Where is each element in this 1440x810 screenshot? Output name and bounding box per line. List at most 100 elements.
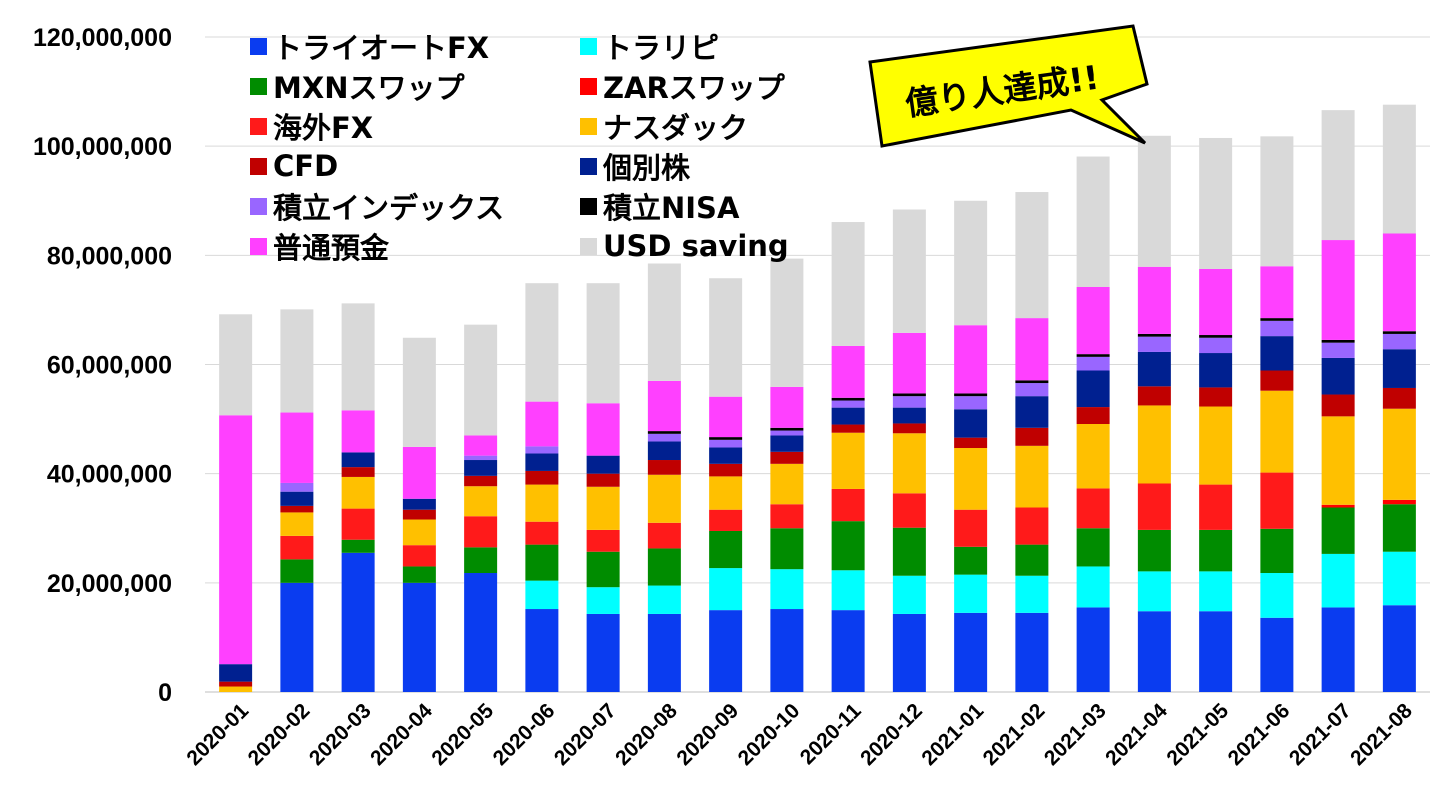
bar-segment (709, 610, 743, 692)
bar-segment (219, 664, 253, 682)
bar-segment (831, 424, 865, 433)
bar-segment (770, 463, 804, 505)
legend-item: 積立インデックス (250, 186, 504, 226)
bar-segment (280, 491, 314, 506)
bar-segment (1260, 390, 1294, 473)
bar-segment (219, 314, 253, 416)
legend-label: ナスダック (603, 111, 749, 145)
legend-item: 個別株 (580, 146, 690, 186)
bar-segment (954, 393, 988, 397)
bar-segment (525, 521, 559, 545)
bar-segment (892, 433, 926, 494)
legend-label: ZARスワップ (603, 71, 785, 105)
bar-segment (770, 258, 804, 387)
bar-segment (341, 552, 375, 692)
bar-segment (954, 546, 988, 575)
bar-segment (647, 433, 681, 442)
legend-swatch (250, 37, 267, 55)
bar-segment (1382, 233, 1416, 332)
bar-segment (1260, 136, 1294, 267)
bar-segment (1382, 349, 1416, 388)
bar-segment (525, 470, 559, 485)
bar-segment (709, 463, 743, 477)
bar-segment (1199, 484, 1233, 530)
bar-segment (525, 401, 559, 447)
bar-segment (1137, 386, 1171, 406)
bar-segment (341, 476, 375, 509)
bar-segment (954, 200, 988, 326)
x-tick-label: 2021-02 (979, 699, 1050, 770)
bar-segment (647, 441, 681, 461)
legend-swatch (580, 197, 597, 215)
x-tick-label: 2020-06 (489, 699, 560, 770)
x-tick-label: 2020-08 (611, 699, 682, 770)
bar-segment (1199, 571, 1233, 612)
bar-segment (1321, 110, 1355, 241)
bar-segment (954, 612, 988, 692)
bar-segment (1015, 612, 1049, 692)
y-tick-label: 40,000,000 (47, 461, 172, 489)
legend-swatch (250, 117, 267, 135)
bar-segment (1260, 528, 1294, 574)
bar-segment (464, 435, 498, 456)
legend-label: CFD (273, 149, 339, 183)
bar-segment (402, 519, 436, 546)
x-tick-label: 2021-01 (917, 699, 988, 770)
bar-segment (647, 522, 681, 549)
bar-segment (1260, 573, 1294, 618)
x-tick-label: 2020-07 (550, 699, 621, 770)
x-tick-label: 2021-08 (1346, 699, 1417, 770)
bar-segment (402, 337, 436, 447)
bar-segment (402, 509, 436, 520)
bar-segment (954, 396, 988, 410)
bar-segment (464, 455, 498, 461)
bar-segment (525, 283, 559, 402)
bar-segment (586, 455, 620, 474)
x-tick-label: 2021-07 (1285, 699, 1356, 770)
x-tick-label: 2020-10 (734, 699, 805, 770)
bar-segment (1015, 396, 1049, 428)
bar-segment (1382, 331, 1416, 334)
bar-segment (1137, 336, 1171, 352)
bar-segment (280, 505, 314, 513)
bar-segment (586, 529, 620, 552)
bar-segment (831, 345, 865, 398)
bar-segment (1199, 611, 1233, 692)
bar-segment (1015, 318, 1049, 381)
bar-segment (1076, 370, 1110, 408)
bar-segment (280, 559, 314, 583)
bar-segment (402, 545, 436, 567)
bar-segment (770, 427, 804, 431)
legend-item: トライオートFX (250, 26, 489, 66)
bar-segment (1321, 342, 1355, 358)
bar-segment (770, 504, 804, 529)
bar-segment (709, 278, 743, 397)
legend-label: トラリピ (603, 31, 720, 65)
bar-segment (341, 303, 375, 411)
bar-segment (1260, 318, 1294, 321)
bar-segment (770, 451, 804, 464)
bar-segment (525, 446, 559, 454)
bar-segment (280, 582, 314, 692)
bar-segment (1382, 551, 1416, 606)
bar-segment (1015, 427, 1049, 446)
legend-label: MXNスワップ (273, 71, 465, 105)
legend-swatch (250, 237, 267, 255)
bar-segment (1137, 529, 1171, 572)
gridlines (205, 36, 1430, 693)
legend-swatch (580, 117, 597, 135)
legend-swatch (580, 157, 597, 175)
bar-segment (1015, 192, 1049, 319)
legend-swatch (580, 237, 597, 255)
bar-segment (1076, 566, 1110, 608)
bar-segment (1321, 607, 1355, 692)
legend-label: 個別株 (603, 151, 691, 185)
legend-swatch (580, 77, 597, 95)
x-tick-label: 2020-02 (244, 699, 315, 770)
y-tick-label: 60,000,000 (47, 352, 172, 380)
legend-item: MXNスワップ (250, 66, 465, 106)
bar-segment (586, 403, 620, 456)
bar-segment (709, 509, 743, 531)
bar-segment (1076, 488, 1110, 529)
